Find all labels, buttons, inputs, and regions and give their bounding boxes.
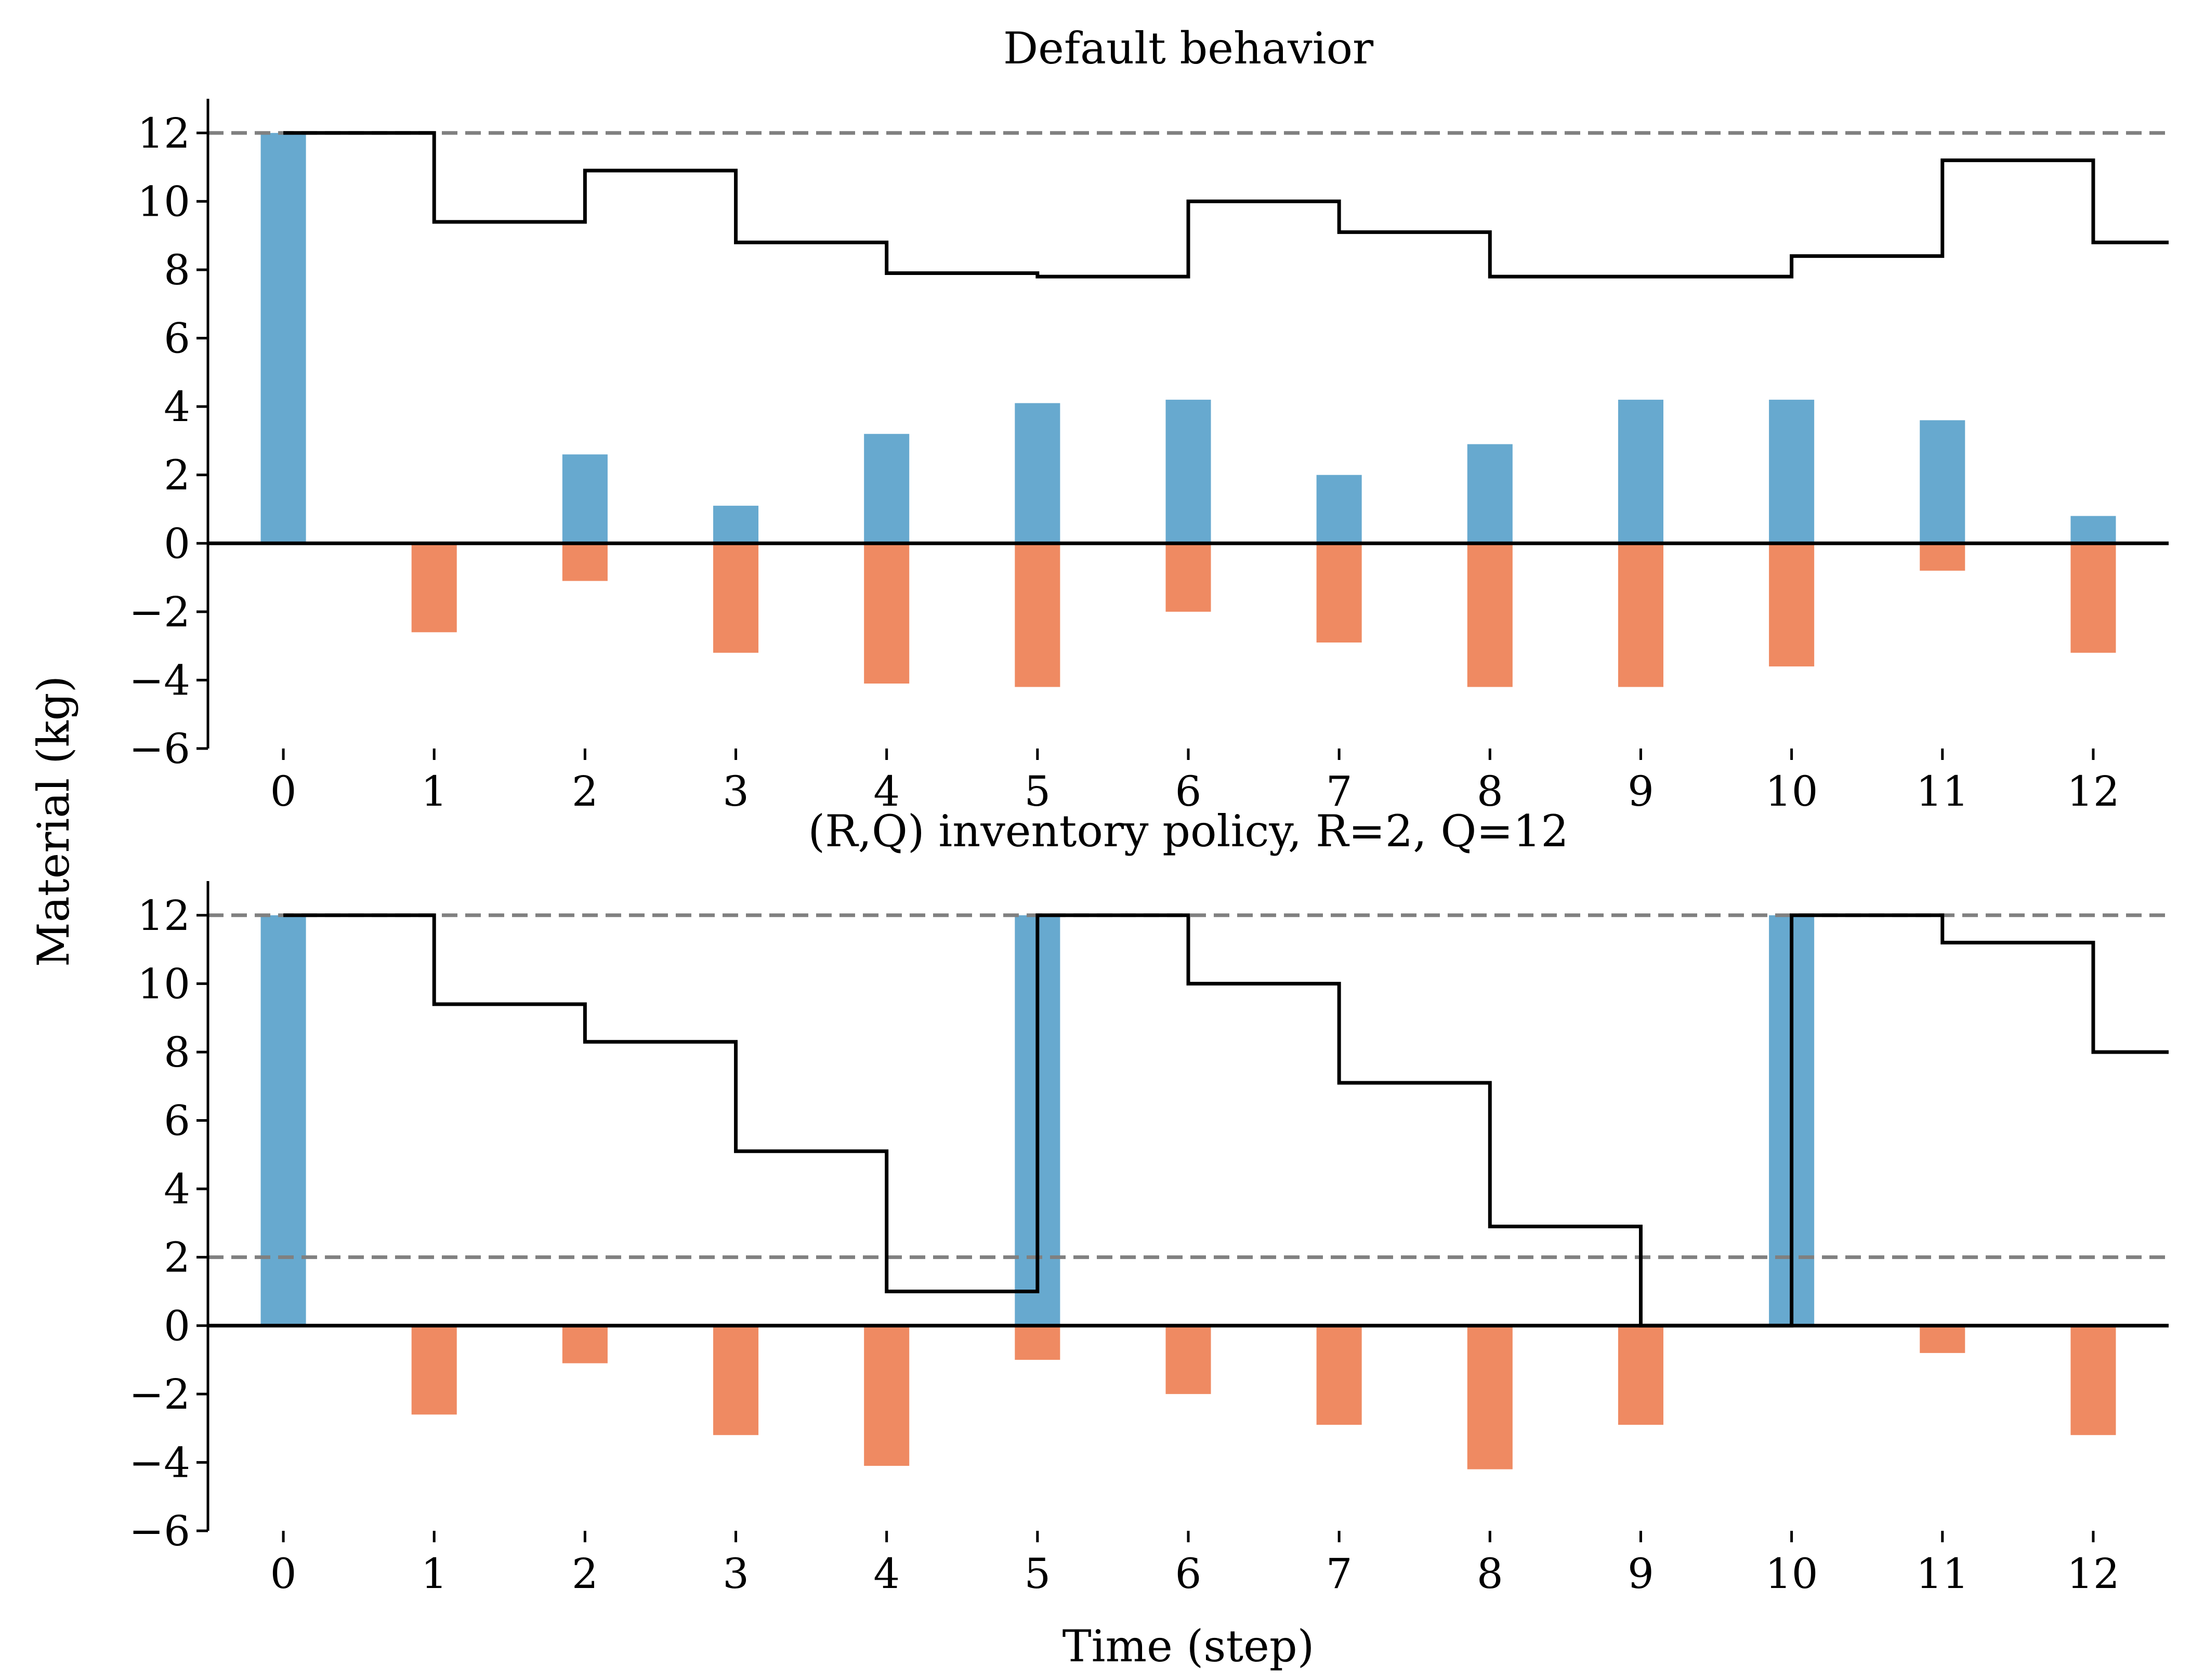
x-tick-label: 5	[1024, 767, 1051, 816]
outflow-bar	[562, 543, 608, 581]
outflow-bar	[1316, 543, 1362, 643]
x-tick-label: 3	[723, 1550, 749, 1598]
x-tick-label: 5	[1024, 1550, 1051, 1598]
outflow-bar	[864, 543, 910, 684]
y-tick-label: −4	[129, 656, 190, 704]
inflow-bar	[1165, 399, 1211, 544]
x-tick-label: 11	[1916, 767, 1969, 816]
x-tick-label: 9	[1628, 1550, 1654, 1598]
outflow-bar	[562, 1325, 608, 1363]
outflow-bar	[1920, 1325, 1965, 1353]
inflow-bar	[1015, 403, 1060, 544]
y-tick-label: 10	[137, 960, 190, 1008]
x-tick-label: 10	[1765, 1550, 1818, 1598]
y-tick-label: 8	[164, 1028, 190, 1077]
inflow-bar	[260, 133, 306, 544]
x-axis-label: Time (step)	[1062, 1621, 1315, 1672]
y-tick-label: 6	[164, 314, 190, 363]
outflow-bar	[2070, 543, 2116, 653]
y-tick-label: 4	[164, 1165, 190, 1213]
inflow-bar	[1920, 420, 1965, 544]
y-tick-label: 2	[164, 451, 190, 500]
inflow-bar	[260, 915, 306, 1326]
x-tick-label: 0	[270, 1550, 297, 1598]
x-tick-label: 6	[1175, 1550, 1202, 1598]
outflow-bar	[1316, 1325, 1362, 1425]
y-tick-label: 12	[137, 109, 190, 158]
y-tick-label: 0	[164, 1302, 190, 1350]
outflow-bar	[1015, 1325, 1060, 1360]
x-tick-label: 8	[1477, 767, 1503, 816]
x-tick-label: 2	[572, 1550, 598, 1598]
y-tick-label: −4	[129, 1438, 190, 1487]
y-tick-label: 4	[164, 383, 190, 431]
x-tick-label: 7	[1326, 1550, 1353, 1598]
inflow-bar	[2070, 516, 2116, 544]
inflow-bar	[1316, 475, 1362, 544]
x-tick-label: 11	[1916, 1550, 1969, 1598]
x-tick-label: 12	[2067, 1550, 2120, 1598]
outflow-bar	[713, 543, 759, 653]
inflow-bar	[562, 454, 608, 544]
x-tick-label: 9	[1628, 767, 1654, 816]
x-tick-label: 1	[421, 1550, 448, 1598]
outflow-bar	[1165, 543, 1211, 612]
stock-step-line	[283, 913, 2169, 1328]
inflow-bar	[713, 505, 759, 544]
outflow-bar	[1165, 1325, 1211, 1394]
outflow-bar	[864, 1325, 910, 1466]
y-tick-label: 2	[164, 1233, 190, 1282]
x-tick-label: 4	[873, 1550, 900, 1598]
inflow-bar	[1467, 444, 1513, 544]
outflow-bar	[1467, 543, 1513, 687]
outflow-bar	[713, 1325, 759, 1435]
chart-title: (R,Q) inventory policy, R=2, Q=12	[808, 806, 1568, 857]
x-tick-label: 3	[723, 767, 749, 816]
outflow-bar	[1467, 1325, 1513, 1469]
outflow-bar	[1015, 543, 1060, 687]
outflow-bar	[2070, 1325, 2116, 1435]
outflow-bar	[411, 543, 457, 633]
x-tick-label: 6	[1175, 767, 1202, 816]
stock-step-line	[283, 131, 2169, 279]
x-tick-label: 4	[873, 767, 900, 816]
inflow-bar	[1618, 399, 1663, 544]
x-tick-label: 0	[270, 767, 297, 816]
x-tick-label: 8	[1477, 1550, 1503, 1598]
x-tick-label: 7	[1326, 767, 1353, 816]
chart-panel-rq-policy: (R,Q) inventory policy, R=2, Q=12 −6 −4 −2…	[129, 806, 2169, 1598]
y-tick-label: 10	[137, 177, 190, 226]
y-tick-label: −2	[129, 1370, 190, 1419]
x-tick-label: 12	[2067, 767, 2120, 816]
y-axis-label: Material (kg)	[28, 676, 79, 967]
x-tick-label: 10	[1765, 767, 1818, 816]
y-tick-label: 6	[164, 1097, 190, 1145]
inflow-bar	[864, 434, 910, 544]
y-tick-label: −6	[129, 725, 190, 773]
x-tick-label: 1	[421, 767, 448, 816]
y-tick-label: 8	[164, 246, 190, 294]
outflow-bar	[1618, 543, 1663, 687]
y-tick-label: −6	[129, 1507, 190, 1555]
outflow-bar	[1618, 1325, 1663, 1425]
y-tick-label: 0	[164, 519, 190, 568]
x-tick-label: 2	[572, 767, 598, 816]
outflow-bar	[1920, 543, 1965, 571]
y-tick-label: 12	[137, 891, 190, 940]
outflow-bar	[1769, 543, 1815, 667]
inflow-bar	[1769, 399, 1815, 544]
chart-title: Default behavior	[1003, 23, 1374, 74]
y-tick-label: −2	[129, 588, 190, 636]
outflow-bar	[411, 1325, 457, 1415]
